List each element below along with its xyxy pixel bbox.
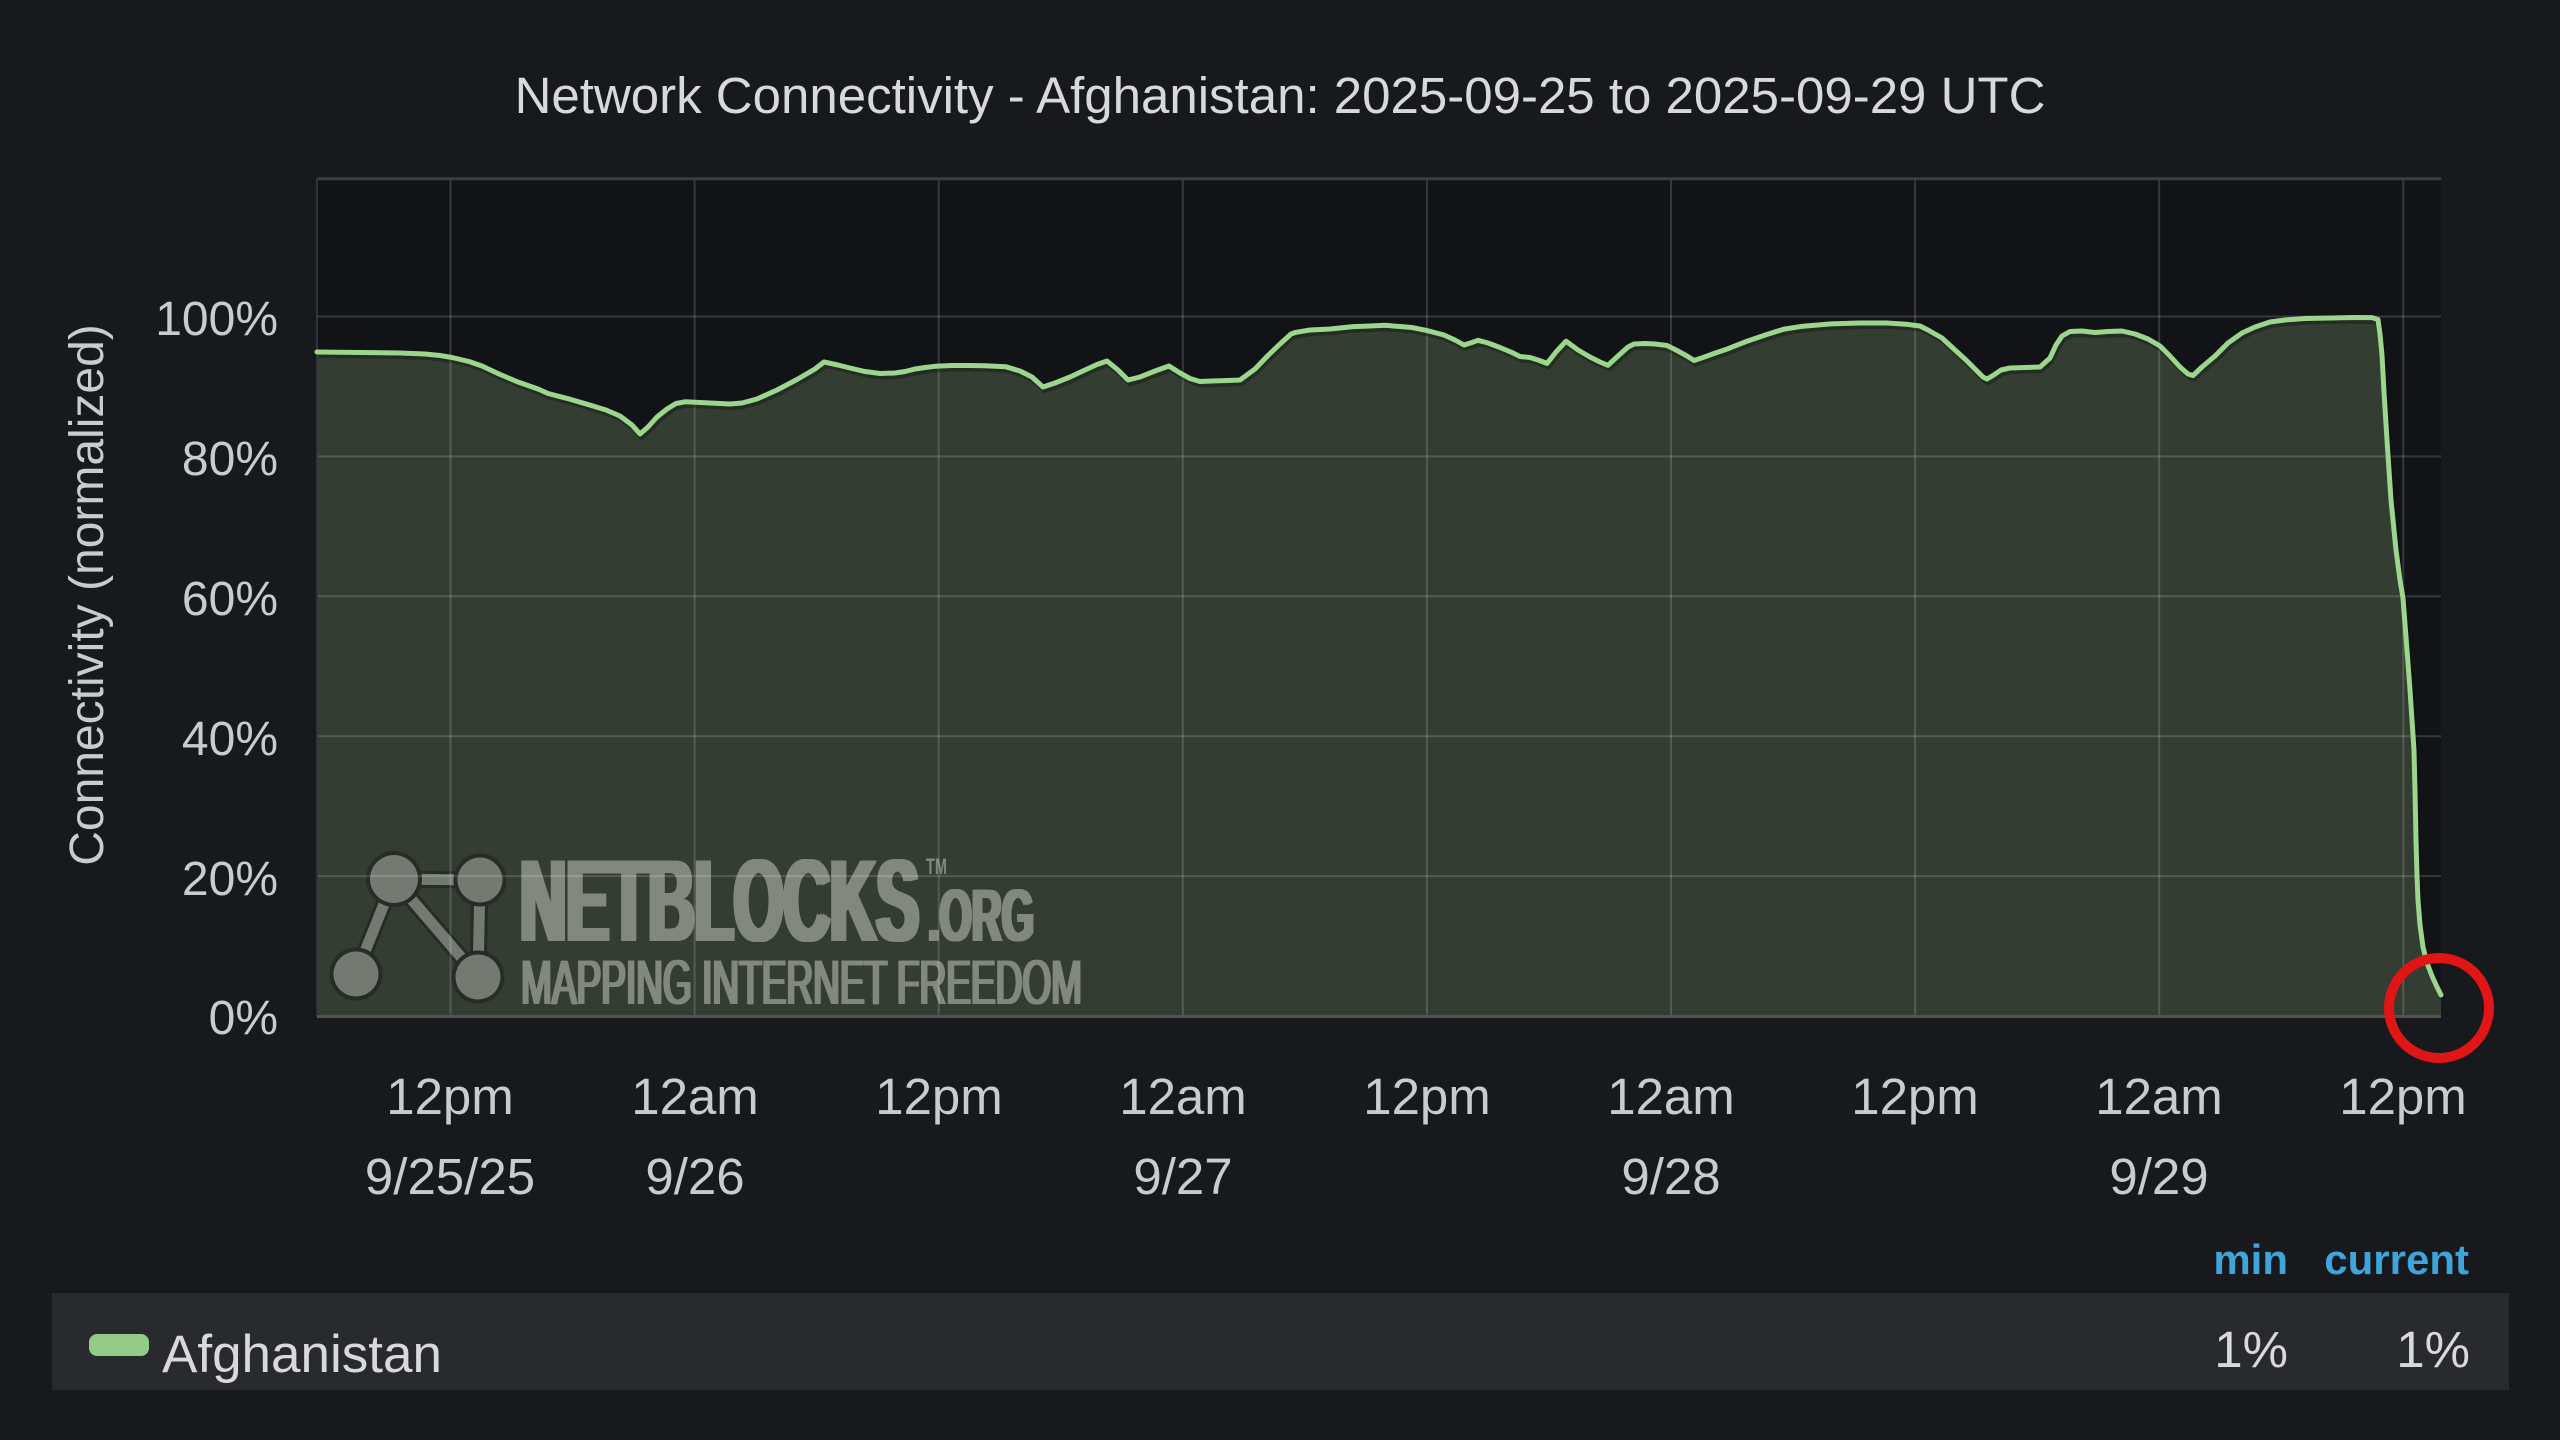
svg-text:9/26: 9/26 (645, 1148, 744, 1205)
svg-text:Network Connectivity - Afghani: Network Connectivity - Afghanistan: 2025… (515, 67, 2046, 124)
svg-text:MAPPING INTERNET FREEDOM: MAPPING INTERNET FREEDOM (521, 948, 1082, 1018)
svg-text:NETBLOCKS: NETBLOCKS (523, 835, 922, 966)
svg-text:20%: 20% (182, 853, 278, 906)
svg-text:1%: 1% (2396, 1321, 2470, 1378)
svg-text:.ORG: .ORG (928, 874, 1034, 957)
svg-text:12am: 12am (1607, 1068, 1735, 1125)
svg-text:12pm: 12pm (2339, 1068, 2467, 1125)
svg-text:TM: TM (926, 854, 947, 879)
svg-text:60%: 60% (182, 573, 278, 626)
svg-text:12am: 12am (631, 1068, 759, 1125)
svg-text:NETBLOCKS: NETBLOCKS (520, 835, 919, 966)
svg-text:9/25/25: 9/25/25 (365, 1148, 535, 1205)
svg-text:MAPPING INTERNET FREEDOM: MAPPING INTERNET FREEDOM (520, 948, 1081, 1018)
svg-text:9/29: 9/29 (2109, 1148, 2208, 1205)
svg-text:9/27: 9/27 (1133, 1148, 1232, 1205)
svg-text:min: min (2213, 1236, 2288, 1283)
svg-text:100%: 100% (155, 293, 278, 346)
svg-text:80%: 80% (182, 433, 278, 486)
svg-text:NETBLOCKS: NETBLOCKS (517, 835, 916, 966)
svg-text:Afghanistan: Afghanistan (162, 1325, 442, 1384)
svg-text:.ORG: .ORG (930, 874, 1036, 957)
svg-text:0%: 0% (209, 992, 278, 1045)
svg-text:.ORG: .ORG (926, 874, 1032, 957)
svg-text:12am: 12am (2095, 1068, 2223, 1125)
svg-text:40%: 40% (182, 713, 278, 766)
svg-text:9/28: 9/28 (1621, 1148, 1720, 1205)
svg-text:12pm: 12pm (1851, 1068, 1979, 1125)
svg-text:12am: 12am (1119, 1068, 1247, 1125)
svg-text:current: current (2324, 1236, 2469, 1283)
svg-text:MAPPING INTERNET FREEDOM: MAPPING INTERNET FREEDOM (523, 948, 1084, 1018)
svg-text:12pm: 12pm (1363, 1068, 1491, 1125)
svg-text:Connectivity (normalized): Connectivity (normalized) (61, 324, 114, 866)
svg-text:1%: 1% (2214, 1321, 2288, 1378)
svg-text:12pm: 12pm (386, 1068, 514, 1125)
svg-text:12pm: 12pm (875, 1068, 1003, 1125)
